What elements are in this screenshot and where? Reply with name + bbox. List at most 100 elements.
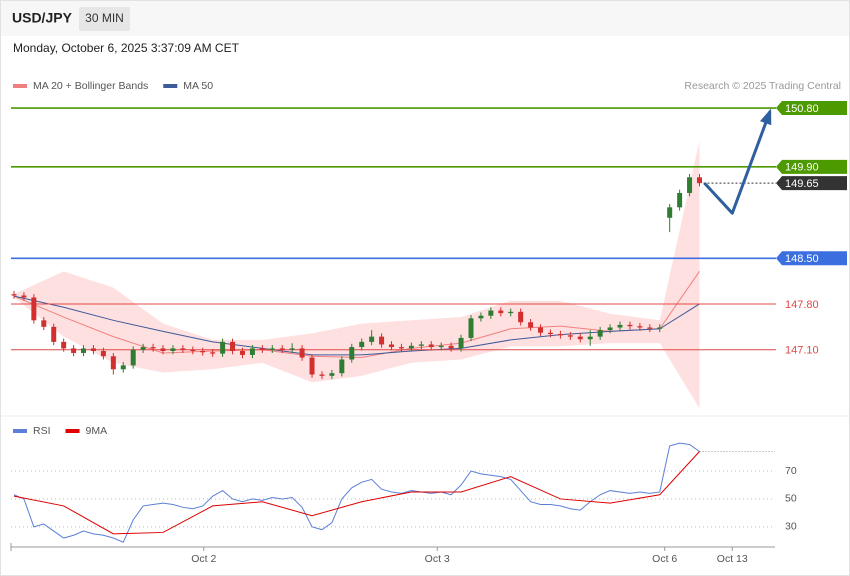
candle-body: [687, 177, 693, 193]
x-tick-label: Oct 13: [717, 553, 748, 565]
candle-body: [329, 373, 335, 376]
legend-label: MA 50: [183, 80, 213, 92]
x-tick-label: Oct 6: [652, 553, 677, 565]
y-tick-label: 30: [785, 521, 797, 533]
candle-body: [180, 348, 186, 350]
candle-body: [438, 345, 444, 348]
candle-body: [359, 341, 365, 348]
candle-body: [220, 341, 226, 354]
candle-body: [379, 336, 385, 345]
candle-body: [309, 357, 315, 375]
candle-body: [468, 318, 474, 338]
candle-body: [518, 311, 524, 323]
candle-body: [21, 295, 27, 298]
legend-swatch: [65, 429, 80, 433]
candle-body: [249, 348, 255, 355]
candle-body: [170, 348, 176, 351]
y-tick-label: 50: [785, 493, 797, 505]
x-tick-label: Oct 2: [191, 553, 216, 565]
candle-body: [319, 374, 325, 376]
candle-body: [458, 337, 464, 349]
forecast-arrow: [703, 110, 772, 215]
candle-body: [577, 336, 583, 340]
legend-label: MA 20 + Bollinger Bands: [33, 80, 148, 92]
candle-body: [369, 336, 375, 342]
candle-body: [71, 348, 77, 353]
candle-body: [448, 345, 454, 349]
candle-body: [667, 207, 673, 218]
level-tag: [776, 101, 847, 116]
candle-body: [41, 320, 47, 327]
candle-body: [230, 341, 236, 351]
legend-label: RSI: [33, 425, 51, 437]
legend-swatch: [13, 429, 27, 433]
level-label: 149.65: [785, 178, 819, 190]
header-bar: [1, 1, 849, 36]
rsi-line: [13, 451, 700, 535]
level-label: 149.90: [785, 162, 819, 174]
legend-swatch: [13, 84, 27, 88]
candle-body: [110, 356, 116, 370]
level-label: 147.10: [785, 345, 819, 357]
candle-body: [607, 327, 613, 331]
y-tick-label: 70: [785, 465, 797, 477]
moving-average: [13, 271, 700, 359]
candle-body: [239, 351, 245, 355]
candle-body: [617, 324, 623, 328]
candle-body: [11, 294, 17, 296]
candle-body: [538, 327, 544, 333]
candle-body: [120, 365, 126, 370]
candle-body: [140, 347, 146, 350]
candle-body: [418, 344, 424, 346]
timestamp: Monday, October 6, 2025 3:37:09 AM CET: [13, 41, 240, 55]
candle-body: [150, 347, 156, 349]
candle-body: [389, 344, 395, 348]
candle-body: [597, 330, 603, 337]
level-tag: [776, 251, 847, 266]
candle-body: [557, 334, 563, 336]
candle-body: [190, 349, 196, 351]
candle-body: [627, 324, 633, 327]
candle-body: [259, 348, 265, 350]
candle-body: [637, 326, 643, 328]
candle-body: [567, 335, 573, 337]
candle-body: [647, 327, 653, 329]
candle-body: [130, 349, 136, 366]
bollinger-band: [13, 140, 700, 409]
candle-body: [81, 348, 87, 353]
copyright: Research © 2025 Trading Central: [684, 80, 841, 92]
candle-body: [677, 192, 683, 208]
candle-body: [90, 348, 96, 351]
candle-body: [547, 332, 553, 335]
candle-body: [51, 326, 57, 342]
candle-body: [210, 352, 216, 354]
level-label: 147.80: [785, 299, 819, 311]
interval-box[interactable]: [79, 7, 130, 31]
candle-body: [408, 345, 414, 349]
candle-body: [428, 344, 434, 348]
candle-body: [478, 315, 484, 319]
candle-body: [200, 351, 206, 353]
candle-body: [508, 311, 514, 314]
candle-body: [587, 336, 593, 340]
candle-body: [339, 359, 345, 374]
candle-body: [289, 348, 295, 350]
candle-body: [528, 322, 534, 328]
price-panel: 150.80 149.90 149.65 148.50 147.80 147.10 MA 2…: [11, 80, 847, 409]
candle-body: [160, 348, 166, 351]
level-tag: [776, 176, 847, 191]
rsi-panel: 30 50 70 Oct 2 Oct 3 Oct 6 Oct 13 RSI 9MA: [10, 425, 797, 565]
legend-swatch: [163, 84, 178, 88]
candle-body: [269, 348, 275, 350]
forecast-arrowhead: [760, 108, 772, 126]
candle-body: [279, 348, 285, 350]
rsi-line: [13, 442, 700, 543]
candle-body: [696, 177, 702, 184]
interval[interactable]: 30 MIN: [85, 11, 124, 25]
candle-body: [100, 351, 106, 357]
candle-body: [61, 341, 67, 349]
candle-body: [488, 310, 494, 316]
symbol: USD/JPY: [12, 10, 73, 26]
level-label: 150.80: [785, 103, 819, 115]
